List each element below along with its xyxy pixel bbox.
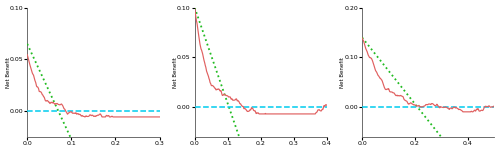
Y-axis label: Net Benefit: Net Benefit (340, 57, 345, 88)
Y-axis label: Net Benefit: Net Benefit (6, 57, 10, 88)
Y-axis label: Net Benefit: Net Benefit (173, 57, 178, 88)
